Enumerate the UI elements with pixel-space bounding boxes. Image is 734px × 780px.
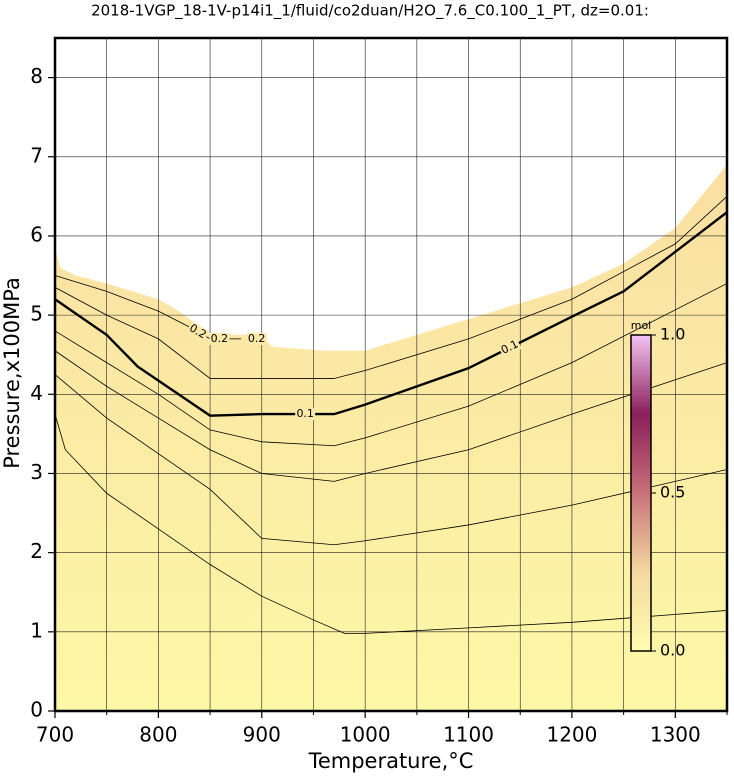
x-tick-label: 1000 — [340, 723, 391, 747]
y-tick-label: 2 — [30, 539, 43, 563]
chart-title: 2018-1VGP_18-1V-p14i1_1/fluid/co2duan/H2… — [91, 2, 649, 21]
colorbar-tick-label: 1.0 — [660, 325, 685, 344]
contour-line — [54, 283, 728, 447]
x-axis-label: Temperature,°C — [308, 749, 474, 773]
data-region — [55, 164, 727, 711]
contour-label: 0.2 — [211, 332, 229, 345]
contour-line-bold — [54, 211, 728, 417]
contour-label: 0.2 — [248, 332, 266, 345]
x-tick-label: 1100 — [443, 723, 494, 747]
x-tick-label: 700 — [36, 723, 74, 747]
y-tick-label: 6 — [30, 222, 43, 246]
colorbar-label: mol — [631, 319, 652, 332]
y-tick-label: 7 — [30, 143, 43, 167]
y-tick-label: 3 — [30, 460, 43, 484]
y-tick-label: 0 — [30, 698, 43, 722]
y-tick-label: 4 — [30, 381, 43, 405]
plot-frame — [53, 36, 729, 713]
colorbar-tick-label: 0.5 — [660, 483, 685, 502]
contour-line — [54, 413, 728, 634]
y-tick-label: 5 — [30, 302, 43, 326]
contour-line — [54, 350, 728, 482]
contour-line — [54, 374, 728, 546]
y-tick-label: 8 — [30, 64, 43, 88]
colorbar — [630, 334, 652, 652]
x-tick-label: 1200 — [546, 723, 597, 747]
contour-label: 0.1 — [296, 407, 314, 420]
x-tick-label: 900 — [243, 723, 281, 747]
y-tick-label: 1 — [30, 618, 43, 642]
contour-line — [54, 196, 728, 379]
y-axis-label: Pressure,x100MPa — [0, 277, 24, 469]
x-tick-label: 800 — [139, 723, 177, 747]
colorbar-tick-label: 0.0 — [660, 641, 685, 660]
x-tick-label: 1300 — [650, 723, 701, 747]
